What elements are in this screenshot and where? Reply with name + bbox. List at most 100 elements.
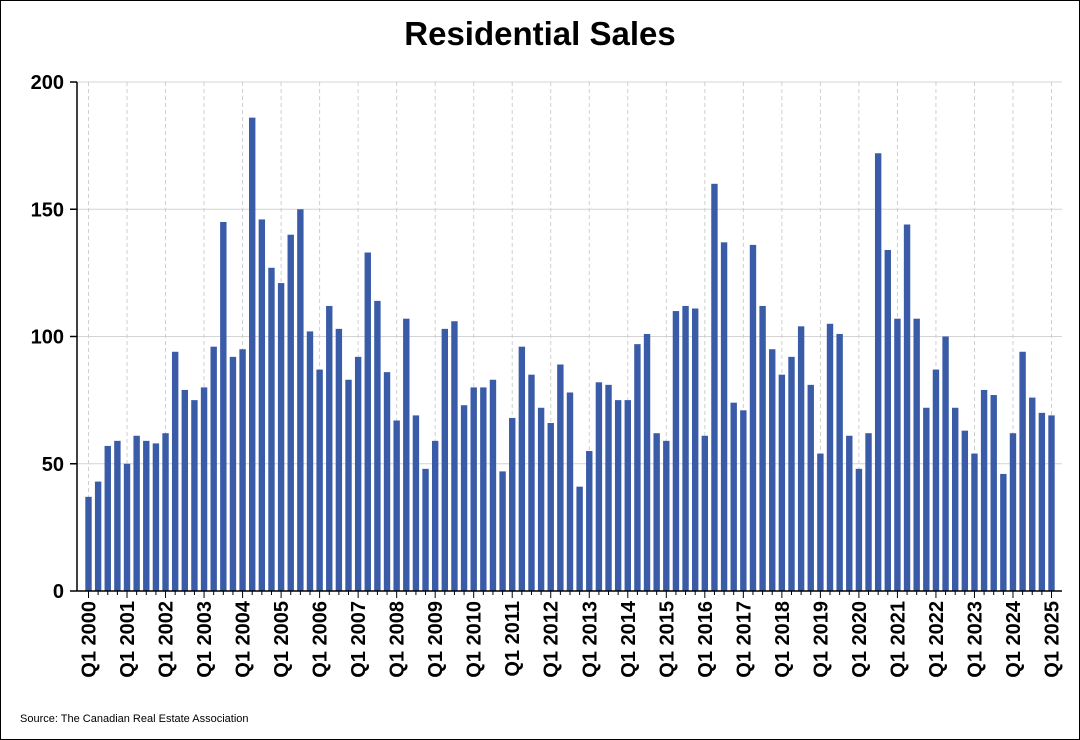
x-tick-label: Q1 2023 <box>964 601 986 678</box>
bar <box>566 392 574 591</box>
bar <box>952 407 959 591</box>
bar <box>441 328 449 591</box>
x-tick-label: Q1 2021 <box>887 601 909 678</box>
bar <box>239 349 246 591</box>
bar <box>836 333 843 591</box>
bar <box>431 440 439 591</box>
x-tick-label: Q1 2004 <box>233 600 255 678</box>
x-tick-label: Q1 2017 <box>733 601 755 678</box>
bar <box>634 344 641 591</box>
x-tick-label: Q1 2000 <box>79 601 101 678</box>
bar <box>653 433 660 591</box>
bar <box>316 369 323 591</box>
bar <box>489 379 497 591</box>
bar <box>229 356 237 591</box>
bar <box>643 333 651 591</box>
bar <box>509 417 516 591</box>
grid-lines <box>77 81 1062 591</box>
bar <box>903 224 911 591</box>
x-tick-label: Q1 2008 <box>387 601 409 678</box>
x-tick-label: Q1 2006 <box>310 601 332 678</box>
x-tick-label: Q1 2012 <box>541 601 563 678</box>
bar <box>730 402 737 591</box>
bar <box>412 415 420 591</box>
x-tick-label: Q1 2024 <box>1003 600 1025 678</box>
bar <box>605 384 612 591</box>
x-tick-label: Q1 2002 <box>156 601 178 678</box>
bar <box>807 384 814 591</box>
x-tick-label: Q1 2005 <box>271 601 293 678</box>
x-tick-label: Q1 2010 <box>464 601 486 678</box>
bar <box>547 423 554 591</box>
bar <box>518 346 526 591</box>
bar <box>595 382 603 591</box>
bar <box>1000 473 1007 591</box>
y-tick-label: 100 <box>31 327 64 349</box>
x-tick-label: Q1 2018 <box>772 601 794 678</box>
bar <box>191 400 198 591</box>
bar <box>374 300 381 591</box>
bar <box>480 387 487 591</box>
bar <box>614 400 622 591</box>
bar <box>894 318 901 591</box>
bar <box>826 323 834 591</box>
bar <box>364 252 371 591</box>
bar <box>672 311 680 591</box>
bar <box>345 379 352 591</box>
bar <box>778 374 786 591</box>
bar <box>797 326 805 591</box>
bar <box>1048 415 1055 591</box>
x-tick-label: Q1 2022 <box>926 601 948 678</box>
x-tick-label: Q1 2020 <box>849 601 871 678</box>
bar <box>104 445 111 591</box>
y-tick-label: 50 <box>42 454 64 476</box>
bar <box>855 468 863 591</box>
bar <box>268 267 275 591</box>
bar <box>152 443 160 591</box>
bar <box>335 328 343 591</box>
bar <box>393 420 400 591</box>
bar <box>884 249 891 591</box>
bar <box>913 318 920 591</box>
bar <box>85 496 92 591</box>
bar <box>297 209 304 591</box>
x-tick-label: Q1 2013 <box>579 601 601 678</box>
bar <box>932 369 940 591</box>
bar <box>576 486 583 591</box>
bar <box>133 435 140 591</box>
x-tick-label: Q1 2015 <box>656 601 678 678</box>
bar <box>326 305 333 591</box>
bar <box>306 331 314 591</box>
bar <box>114 440 121 591</box>
bar <box>499 471 506 591</box>
y-tick-label: 0 <box>53 581 64 603</box>
bar <box>624 400 631 591</box>
bar <box>865 433 872 591</box>
bar <box>383 372 391 591</box>
bar <box>470 387 477 591</box>
x-tick-label: Q1 2007 <box>348 601 370 678</box>
bar <box>720 242 728 591</box>
bar <box>162 433 169 591</box>
bar <box>210 346 217 591</box>
bar <box>874 153 882 591</box>
bar <box>759 305 766 591</box>
bar <box>1029 397 1036 591</box>
bar <box>971 453 978 591</box>
bar <box>94 481 102 591</box>
bar <box>711 183 718 592</box>
bar <box>740 410 747 591</box>
chart-title: Residential Sales <box>404 15 676 52</box>
bar <box>422 468 429 591</box>
bar <box>528 374 535 591</box>
bar <box>277 283 285 591</box>
bar <box>701 435 709 591</box>
bar <box>942 336 949 591</box>
bar <box>980 389 988 591</box>
x-tick-label: Q1 2011 <box>502 601 524 677</box>
bar <box>200 387 208 591</box>
tick-labels: 0 50 100 150 200 Q1 2000 Q1 2001 Q1 2002 Q1 2003… <box>31 72 1064 678</box>
bar <box>287 234 294 591</box>
